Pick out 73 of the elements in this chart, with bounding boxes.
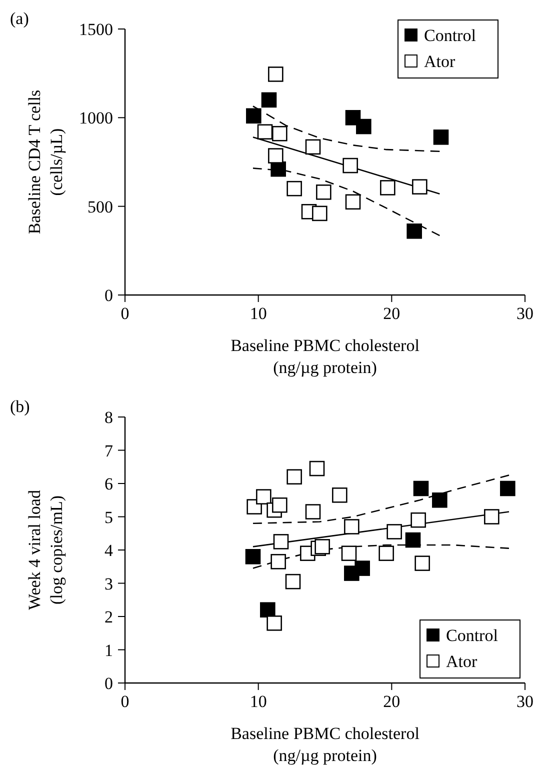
y-axis-title: Baseline CD4 T cells (cells/µL) xyxy=(25,90,66,234)
point xyxy=(414,556,430,571)
point xyxy=(316,184,332,200)
point xyxy=(309,460,325,476)
point xyxy=(261,92,277,108)
y-tick-label: 4 xyxy=(104,541,114,560)
point xyxy=(257,124,273,140)
point xyxy=(378,546,394,561)
x-tick-label: 10 xyxy=(250,304,267,323)
legend-label: Control xyxy=(446,626,498,645)
point xyxy=(386,524,402,540)
point xyxy=(272,497,288,513)
point xyxy=(314,539,330,554)
point xyxy=(341,546,357,561)
y-tick-label: 7 xyxy=(104,441,114,460)
point xyxy=(305,504,321,520)
legend-label: Control xyxy=(424,26,476,45)
point xyxy=(305,139,321,155)
point xyxy=(268,66,284,82)
point xyxy=(380,180,396,196)
x-tick-label: 10 xyxy=(250,692,267,711)
point xyxy=(342,158,358,174)
point xyxy=(500,480,516,496)
y-tick-label: 1500 xyxy=(79,20,113,39)
point xyxy=(286,180,302,196)
point xyxy=(246,108,262,124)
point xyxy=(433,130,449,145)
x-tick-label: 30 xyxy=(516,692,534,711)
y-tick-label: 1 xyxy=(104,640,113,660)
point xyxy=(354,560,370,576)
legend-label: Ator xyxy=(424,52,456,71)
x-tick-label: 0 xyxy=(120,692,130,711)
point xyxy=(412,179,428,194)
point xyxy=(273,534,289,550)
point xyxy=(285,574,301,590)
point xyxy=(405,532,421,548)
y-tick-label: 500 xyxy=(88,197,113,216)
y-tick-label: 5 xyxy=(104,508,113,527)
y-tick-label: 1000 xyxy=(79,108,113,128)
point xyxy=(312,206,328,222)
point xyxy=(286,469,302,484)
y-tick-label: 2 xyxy=(104,608,113,626)
chart-title: (b) xyxy=(10,397,30,416)
x-axis-title: Baseline PBMC cholesterol (ng/µg protein) xyxy=(230,336,420,377)
point xyxy=(344,519,360,534)
point xyxy=(268,148,284,164)
x-tick-label: 30 xyxy=(516,304,534,323)
point xyxy=(432,492,448,508)
point xyxy=(356,118,372,134)
point xyxy=(270,554,286,570)
point xyxy=(484,509,500,524)
point xyxy=(260,602,276,618)
x-axis-title: Baseline PBMC cholesterol (ng/µg protein) xyxy=(230,724,420,765)
point xyxy=(266,616,282,631)
y-tick-label: 0 xyxy=(104,286,113,305)
legend-label: Ator xyxy=(446,652,478,671)
chart-title: (a) xyxy=(10,9,29,28)
point xyxy=(406,224,422,239)
y-tick-label: 0 xyxy=(104,674,113,693)
point xyxy=(272,126,288,142)
point xyxy=(332,487,348,503)
x-tick-label: 20 xyxy=(383,692,400,711)
point xyxy=(245,549,261,564)
y-tick-label: 6 xyxy=(104,474,113,494)
point xyxy=(345,194,361,210)
y-axis-title: Week 4 viral load (log copies/mL) xyxy=(25,490,66,610)
point xyxy=(413,480,429,496)
y-tick-label: 8 xyxy=(104,408,113,427)
x-tick-label: 20 xyxy=(383,304,400,323)
point xyxy=(256,489,272,504)
point xyxy=(410,512,426,528)
x-tick-label: 0 xyxy=(120,304,130,323)
y-tick-label: 3 xyxy=(104,574,113,594)
